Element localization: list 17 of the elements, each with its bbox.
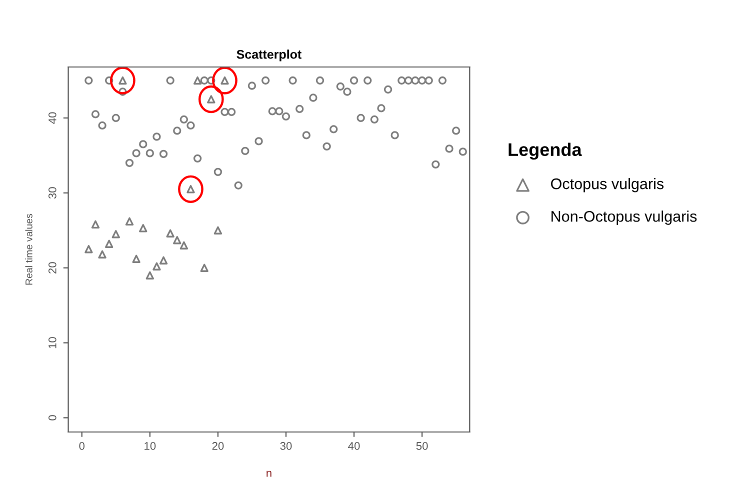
chart-title: Scatterplot — [236, 50, 302, 62]
x-axis-title: n — [266, 470, 272, 477]
x-tick-label: 20 — [212, 442, 224, 450]
y-axis-title: Real time values — [25, 214, 32, 285]
legend-title: Legenda — [508, 142, 582, 160]
y-tick-label: 0 — [48, 415, 56, 420]
y-tick-label: 10 — [48, 337, 56, 348]
x-tick-label: 40 — [348, 442, 360, 450]
y-tick-label: 30 — [48, 187, 56, 199]
legend-label: Octopus vulgaris — [551, 178, 664, 192]
y-tick-label: 40 — [48, 112, 56, 124]
x-tick-label: 30 — [280, 442, 292, 450]
legend-label: Non-Octopus vulgaris — [552, 210, 697, 225]
x-tick-label: 0 — [79, 442, 85, 450]
x-tick-label: 10 — [144, 442, 156, 450]
x-tick-label: 50 — [416, 442, 428, 450]
y-tick-label: 20 — [48, 262, 56, 274]
